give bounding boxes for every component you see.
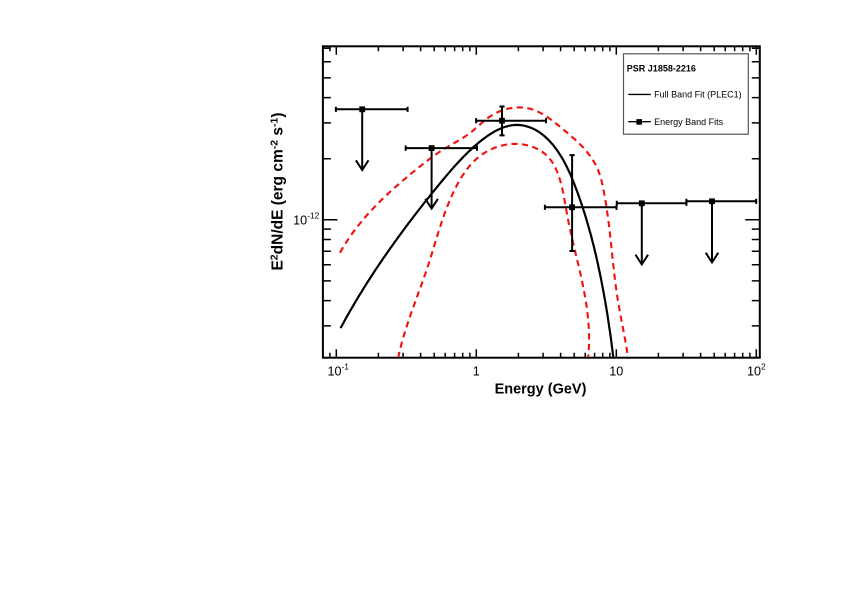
svg-text:Energy (GeV): Energy (GeV) [495,381,587,397]
svg-text:Full Band Fit (PLEC1): Full Band Fit (PLEC1) [654,90,742,100]
svg-text:1: 1 [473,365,480,379]
svg-text:10-12: 10-12 [293,211,319,228]
svg-text:Energy Band Fits: Energy Band Fits [654,117,724,127]
svg-text:E2dN/dE (erg cm-2 s-1): E2dN/dE (erg cm-2 s-1) [269,112,287,270]
svg-text:PSR J1858-2216: PSR J1858-2216 [627,63,696,73]
svg-text:10: 10 [609,365,623,379]
